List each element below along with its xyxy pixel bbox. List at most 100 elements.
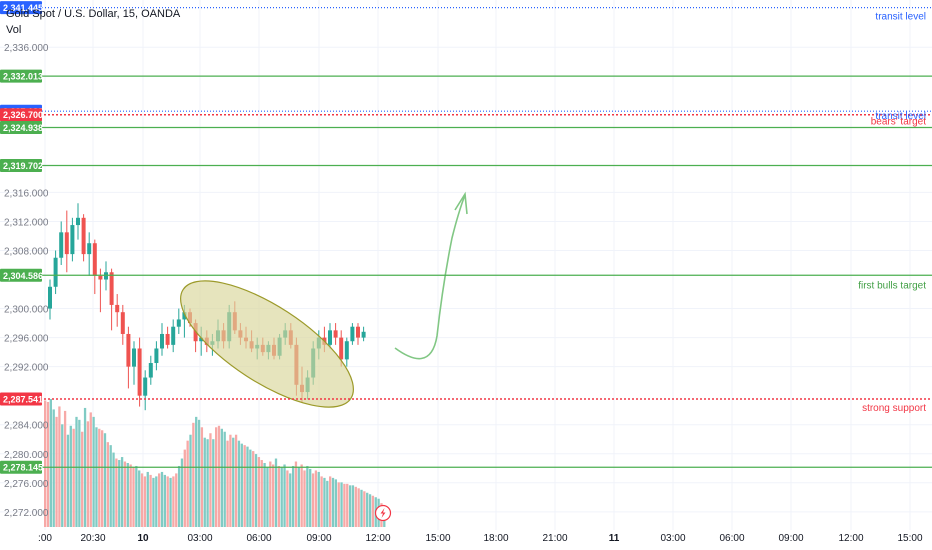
volume-bar [300,464,303,527]
price-badge [0,392,42,406]
volume-bar [132,467,135,527]
volume-bar [160,471,164,527]
candle-body [154,348,159,364]
horizontal-levels [0,7,932,468]
volume-bar [340,482,343,527]
volume-bar [103,433,107,527]
volume-bar [289,473,292,527]
level-label: transit level [875,111,926,122]
volume-bar [169,477,172,527]
volume-bar [383,516,386,527]
candle-body [115,304,120,313]
candle-body [70,225,75,255]
volume-bar [220,428,223,527]
candle-body [356,326,360,338]
candle-body [92,243,97,276]
x-tick-label: 21:00 [542,533,567,544]
volume-bar [66,434,70,527]
x-tick-label: 10 [137,533,149,544]
volume-bar [189,434,192,527]
x-tick-label: 03:00 [187,533,212,544]
level-label: first bulls target [858,280,926,291]
consolidation-ellipse[interactable] [162,258,371,431]
x-tick-label: 20:30 [80,533,105,544]
volume-bar [115,458,118,527]
symbol-title[interactable]: Gold Spot / U.S. Dollar, 15, OANDA [6,8,181,20]
volume-indicator-label[interactable]: Vol [6,24,22,36]
price-badge-text: 2,326.700 [3,110,43,120]
candle-body [182,312,187,320]
volume-bar [269,461,272,527]
candle-body [361,331,366,338]
volume-bar [286,470,289,527]
x-tick-label: 06:00 [719,533,744,544]
volume-bar [260,460,263,527]
candle-body [104,272,108,280]
x-tick-label: 03:00 [660,533,685,544]
x-tick-label: 18:00 [483,533,508,544]
volume-bar [294,461,298,527]
bullish-arrow-path[interactable] [394,194,466,360]
volume-bar [272,464,275,527]
volume-bar [354,486,357,527]
level-price-badges: 2,341.4452,332.0132,327.1832,326.7002,32… [0,1,43,474]
volume-bar [209,433,212,527]
volume-bar [172,476,175,527]
volume-bar [277,465,280,527]
volume-bar [240,443,243,527]
candle-body [81,217,86,255]
candle-body [199,337,204,342]
candle-body [120,312,125,334]
volume-bar [106,442,109,527]
volume-bar [366,492,369,527]
volume-bar [46,401,50,527]
volume-bar [206,439,209,527]
volume-bar [192,422,195,527]
volume-bar [331,477,335,527]
volume-bar [246,446,249,527]
bullish-arrow-head[interactable] [454,191,468,215]
volume-bar [343,483,346,527]
volume-bar [252,451,255,527]
volume-bar [158,473,161,527]
volume-bar [180,458,184,527]
volume-bar [317,471,320,527]
volume-bar [314,470,318,527]
lightning-icon[interactable] [374,504,392,522]
candle-body [53,257,58,287]
price-badge-text: 2,341.445 [3,3,43,13]
volume-bar [283,464,286,527]
volume-bar [329,476,332,527]
volume-bar [98,428,101,527]
volume-bar [55,416,58,527]
volume-bar [357,488,360,527]
price-badge-text: 2,324.938 [3,123,43,133]
price-badge-text: 2,304.586 [3,271,43,281]
volume-bar [69,425,72,527]
volume-bar [152,477,155,527]
y-axis: 2,272.000 2,276.000 2,280.000 2,284.000 2,29… [4,43,49,519]
y-tick-label: 2,280.000 [4,450,49,461]
volume-bar [234,434,238,527]
y-tick-label: 2,316.000 [4,188,49,199]
volume-bar [274,458,278,527]
y-tick-label: 2,308.000 [4,246,49,257]
volume-bar [254,454,258,527]
x-tick-label: 12:00 [365,533,390,544]
volume-bar [163,474,166,527]
volume-bar [126,463,129,527]
volume-bar [52,409,55,527]
volume-bar [351,485,355,527]
y-tick-label: 2,276.000 [4,479,49,490]
volume-bar [183,449,186,527]
y-tick-label: 2,300.000 [4,305,49,316]
grid [0,0,932,530]
volume-bar [135,465,138,527]
volume-bar [44,400,47,527]
volume-bar [311,473,315,527]
volume-bar [309,468,312,527]
volume-bar [149,474,152,527]
volume-bar [197,419,201,527]
